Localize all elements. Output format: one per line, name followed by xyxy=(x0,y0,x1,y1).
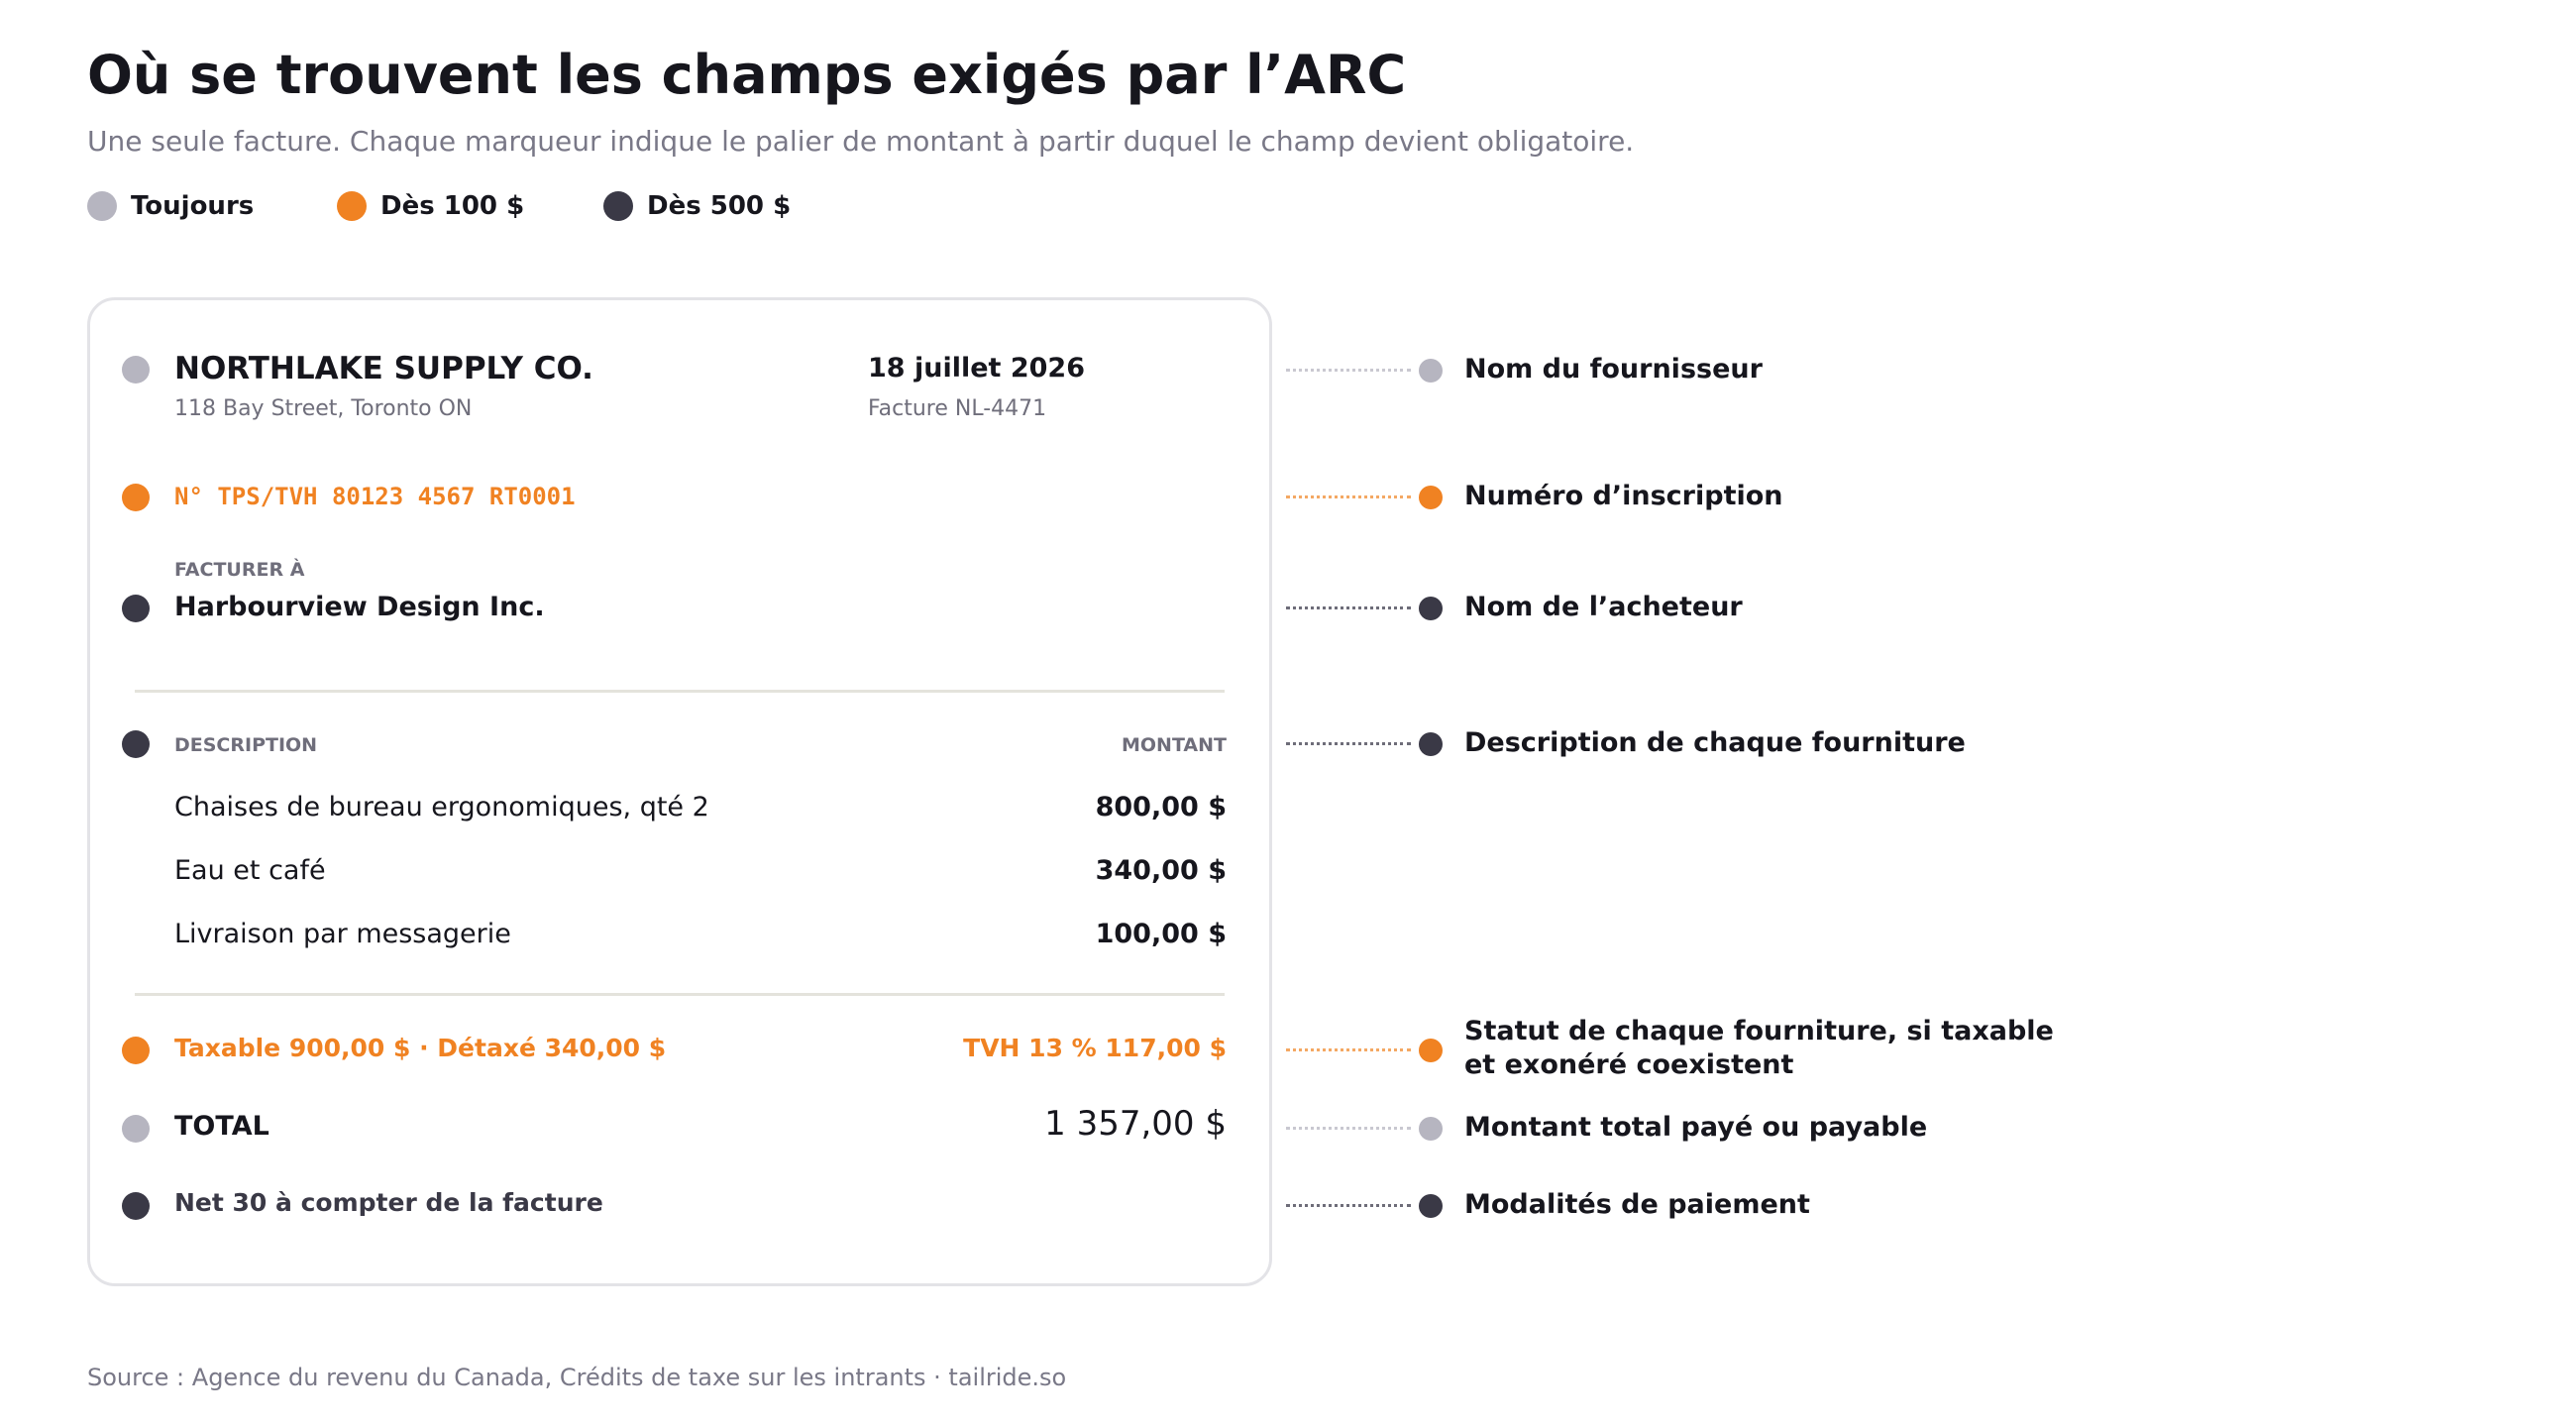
marker-500-icon xyxy=(122,595,150,622)
annotation-supplier-name: Nom du fournisseur xyxy=(1464,354,1763,384)
marker-always-icon xyxy=(122,356,150,384)
marker-100-icon xyxy=(122,484,150,511)
line-item-amount: 340,00 $ xyxy=(1095,855,1227,886)
marker-500-icon xyxy=(122,1192,150,1220)
annotation-tax-status-line1: Statut de chaque fourniture, si taxable xyxy=(1464,1016,2054,1046)
connector-line xyxy=(1286,1127,1411,1130)
line-item-description: Eau et café xyxy=(174,855,326,886)
page-title: Où se trouvent les champs exigés par l’A… xyxy=(87,44,1407,106)
line-item-description: Chaises de bureau ergonomiques, qté 2 xyxy=(174,792,709,823)
invoice-card xyxy=(87,297,1272,1286)
legend-item-always: Toujours xyxy=(87,188,254,224)
line-item-amount: 100,00 $ xyxy=(1095,919,1227,949)
annotation-description: Description de chaque fourniture xyxy=(1464,727,1966,758)
line-item-amount: 800,00 $ xyxy=(1095,792,1227,823)
legend-label: Toujours xyxy=(131,191,255,221)
connector-line xyxy=(1286,742,1411,745)
annotation-registration-number: Numéro d’inscription xyxy=(1464,481,1783,511)
annotation-dot-100-icon xyxy=(1419,486,1443,509)
connector-line xyxy=(1286,1048,1411,1051)
legend-item-from-100: Dès 100 $ xyxy=(337,188,524,224)
tax-amount: TVH 13 % 117,00 $ xyxy=(963,1034,1227,1062)
total-label: TOTAL xyxy=(174,1111,269,1142)
legend-dot-500-icon xyxy=(603,191,633,221)
legend-dot-always-icon xyxy=(87,191,117,221)
line-item-description: Livraison par messagerie xyxy=(174,919,511,949)
annotation-tax-status: Statut de chaque fourniture, si taxable … xyxy=(1464,1015,2054,1082)
supplier-name: NORTHLAKE SUPPLY CO. xyxy=(174,351,593,386)
legend-label: Dès 500 $ xyxy=(647,191,792,221)
annotation-dot-500-icon xyxy=(1419,597,1443,620)
bill-to-label: FACTURER À xyxy=(174,559,305,581)
marker-always-icon xyxy=(122,1115,150,1143)
connector-line xyxy=(1286,369,1411,372)
connector-line xyxy=(1286,495,1411,498)
annotation-dot-500-icon xyxy=(1419,1194,1443,1218)
total-amount: 1 357,00 $ xyxy=(1044,1104,1227,1144)
annotation-dot-100-icon xyxy=(1419,1039,1443,1062)
marker-100-icon xyxy=(122,1037,150,1064)
column-header-amount: MONTANT xyxy=(1121,734,1227,756)
tax-status: Taxable 900,00 $ · Détaxé 340,00 $ xyxy=(174,1034,667,1062)
legend-label: Dès 100 $ xyxy=(380,191,525,221)
annotation-dot-always-icon xyxy=(1419,1117,1443,1141)
connector-line xyxy=(1286,606,1411,609)
invoice-number: Facture NL-4471 xyxy=(868,396,1047,421)
invoice-date: 18 juillet 2026 xyxy=(868,353,1085,384)
divider xyxy=(135,993,1225,996)
supplier-address: 118 Bay Street, Toronto ON xyxy=(174,396,473,421)
source-note: Source : Agence du revenu du Canada, Cré… xyxy=(87,1364,1067,1391)
buyer-name: Harbourview Design Inc. xyxy=(174,592,545,622)
divider xyxy=(135,690,1225,693)
payment-terms: Net 30 à compter de la facture xyxy=(174,1188,603,1217)
connector-line xyxy=(1286,1204,1411,1207)
annotation-payment-terms: Modalités de paiement xyxy=(1464,1189,1810,1220)
column-header-description: DESCRIPTION xyxy=(174,734,318,756)
annotation-dot-always-icon xyxy=(1419,359,1443,383)
legend-item-from-500: Dès 500 $ xyxy=(603,188,791,224)
annotation-buyer-name: Nom de l’acheteur xyxy=(1464,592,1743,622)
registration-number: N° TPS/TVH 80123 4567 RT0001 xyxy=(174,483,576,510)
page-subtitle: Une seule facture. Chaque marqueur indiq… xyxy=(87,125,1635,158)
legend-dot-100-icon xyxy=(337,191,367,221)
annotation-dot-500-icon xyxy=(1419,732,1443,756)
marker-500-icon xyxy=(122,730,150,758)
annotation-tax-status-line2: et exonéré coexistent xyxy=(1464,1049,1794,1080)
annotation-total: Montant total payé ou payable xyxy=(1464,1112,1928,1143)
